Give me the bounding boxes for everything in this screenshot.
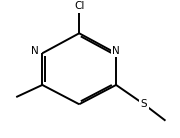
Text: N: N [112, 46, 120, 55]
Text: N: N [31, 46, 39, 55]
Text: N: N [31, 46, 39, 55]
Text: S: S [141, 99, 147, 109]
Text: N: N [112, 46, 120, 55]
Text: Cl: Cl [74, 1, 84, 11]
Text: Cl: Cl [74, 1, 84, 11]
Text: S: S [141, 99, 147, 109]
